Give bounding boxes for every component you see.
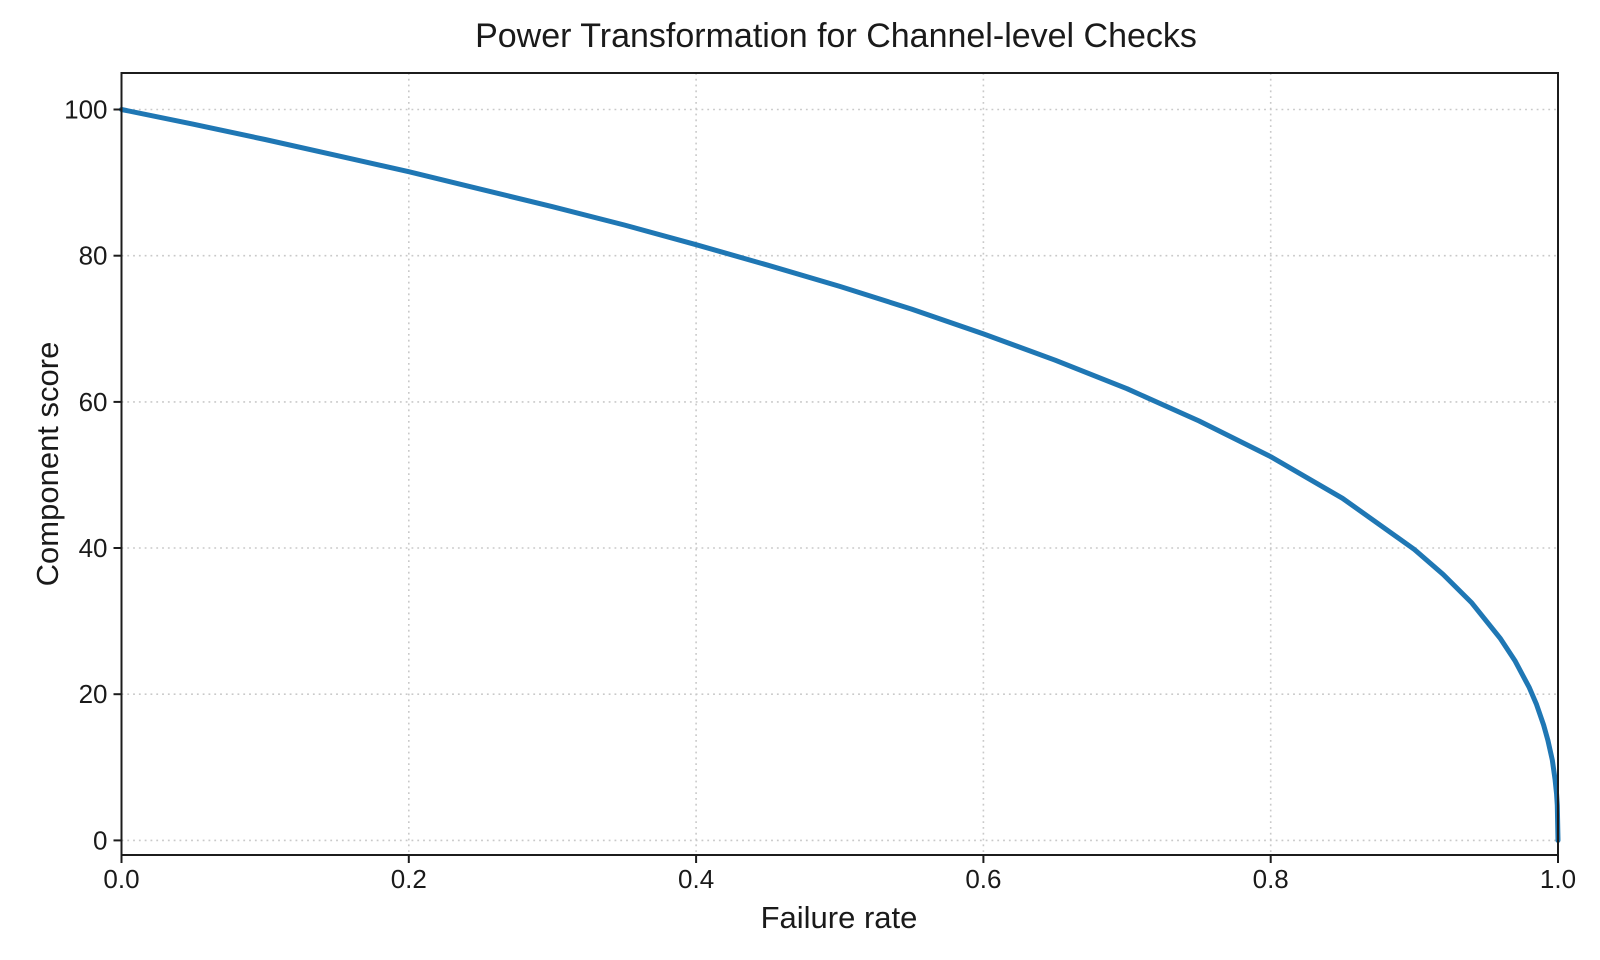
gridlines [121, 73, 1558, 855]
x-tick-label: 0.2 [391, 864, 427, 894]
y-axis-label: Component score [30, 342, 65, 587]
tick-labels: 0.0 0.2 0.4 0.6 0.8 1.0 0 20 40 60 80 100 [64, 95, 1576, 895]
y-tick-label: 100 [64, 95, 107, 125]
y-tick-label: 60 [79, 387, 108, 417]
curve-component_score [119, 107, 1561, 843]
y-tick-label: 80 [79, 241, 108, 271]
x-tick-label: 0.0 [103, 864, 139, 894]
y-tick-label: 40 [79, 533, 108, 563]
x-tick-label: 1.0 [1540, 864, 1576, 894]
plot-border [120, 72, 1559, 856]
x-tick-label: 0.4 [678, 864, 714, 894]
x-tick-label: 0.6 [965, 864, 1001, 894]
y-tick-label: 20 [79, 679, 108, 709]
data-series [119, 107, 1561, 843]
y-tick-label: 0 [93, 825, 107, 855]
x-tick-label: 0.8 [1253, 864, 1289, 894]
axes [113, 72, 1559, 863]
x-axis-label: Failure rate [761, 900, 918, 935]
chart-title: Power Transformation for Channel-level C… [475, 17, 1197, 55]
